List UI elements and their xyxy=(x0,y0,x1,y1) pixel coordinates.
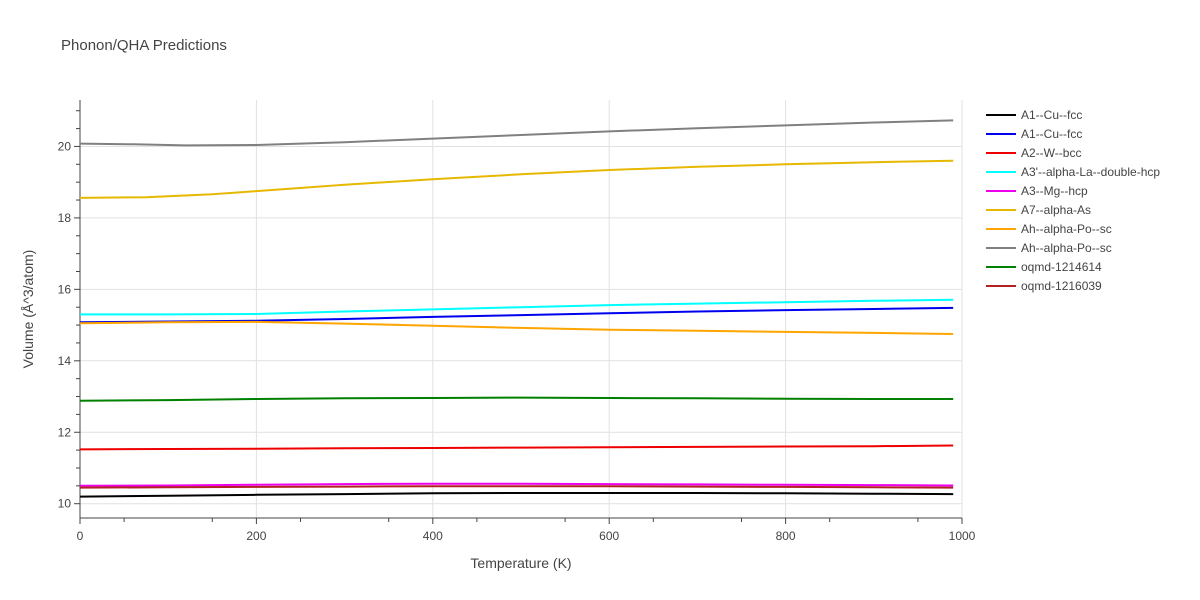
x-tick-label: 200 xyxy=(246,529,266,543)
legend-item-8[interactable]: oqmd-1214614 xyxy=(986,260,1102,274)
series-line-3[interactable] xyxy=(80,298,954,316)
x-tick-labels: 0 200 400 600 800 1000 xyxy=(77,529,976,543)
x-axis-title: Temperature (K) xyxy=(470,555,571,571)
x-tick-label: 0 xyxy=(77,529,84,543)
axes xyxy=(74,100,963,524)
legend-item-9[interactable]: oqmd-1216039 xyxy=(986,279,1102,293)
chart-title: Phonon/QHA Predictions xyxy=(61,37,227,54)
legend-item-6[interactable]: Ah--alpha-Po--sc xyxy=(986,222,1112,236)
x-tick-label: 800 xyxy=(776,529,796,543)
legend-item-7[interactable]: Ah--alpha-Po--sc xyxy=(986,241,1112,255)
x-tick-label: 600 xyxy=(599,529,619,543)
legend-item-5[interactable]: A7--alpha-As xyxy=(986,203,1091,217)
x-tick-label: 1000 xyxy=(949,529,976,543)
series-line-0[interactable] xyxy=(79,492,954,498)
series-line-5[interactable] xyxy=(79,159,954,199)
legend-label: oqmd-1214614 xyxy=(1021,260,1102,274)
legend-label: A3--Mg--hcp xyxy=(1021,184,1088,198)
legend[interactable]: A1--Cu--fcc A1--Cu--fcc A2--W--bcc A3'--alp… xyxy=(986,108,1160,293)
y-axis-title: Volume (Å^3/atom) xyxy=(20,250,36,369)
series-line-2[interactable] xyxy=(79,444,954,451)
y-tick-label: 20 xyxy=(58,139,72,153)
legend-label: Ah--alpha-Po--sc xyxy=(1021,222,1112,236)
legend-label: Ah--alpha-Po--sc xyxy=(1021,241,1112,255)
y-tick-labels: 10 12 14 16 18 20 xyxy=(58,139,72,510)
y-tick-label: 16 xyxy=(58,282,72,296)
legend-label: A1--Cu--fcc xyxy=(1021,127,1082,141)
y-tick-label: 14 xyxy=(58,354,72,368)
legend-item-4[interactable]: A3--Mg--hcp xyxy=(986,184,1088,198)
legend-label: A1--Cu--fcc xyxy=(1021,108,1082,122)
grid-y xyxy=(80,145,962,505)
series-line-8[interactable] xyxy=(79,396,954,402)
x-tick-label: 400 xyxy=(423,529,443,543)
series-line-7[interactable] xyxy=(79,119,954,147)
legend-item-0[interactable]: A1--Cu--fcc xyxy=(986,108,1082,122)
y-tick-label: 12 xyxy=(58,425,72,439)
legend-item-1[interactable]: A1--Cu--fcc xyxy=(986,127,1082,141)
legend-label: A3'--alpha-La--double-hcp xyxy=(1021,165,1160,179)
legend-label: oqmd-1216039 xyxy=(1021,279,1102,293)
y-tick-label: 10 xyxy=(58,497,72,511)
plot-lines xyxy=(79,119,954,498)
legend-item-3[interactable]: A3'--alpha-La--double-hcp xyxy=(986,165,1160,179)
legend-label: A2--W--bcc xyxy=(1021,146,1081,160)
legend-item-2[interactable]: A2--W--bcc xyxy=(986,146,1081,160)
y-tick-label: 18 xyxy=(58,211,72,225)
series-line-9[interactable] xyxy=(79,485,954,489)
series-line-6[interactable] xyxy=(79,320,954,335)
legend-label: A7--alpha-As xyxy=(1021,203,1091,217)
series-line-4[interactable] xyxy=(79,482,954,487)
